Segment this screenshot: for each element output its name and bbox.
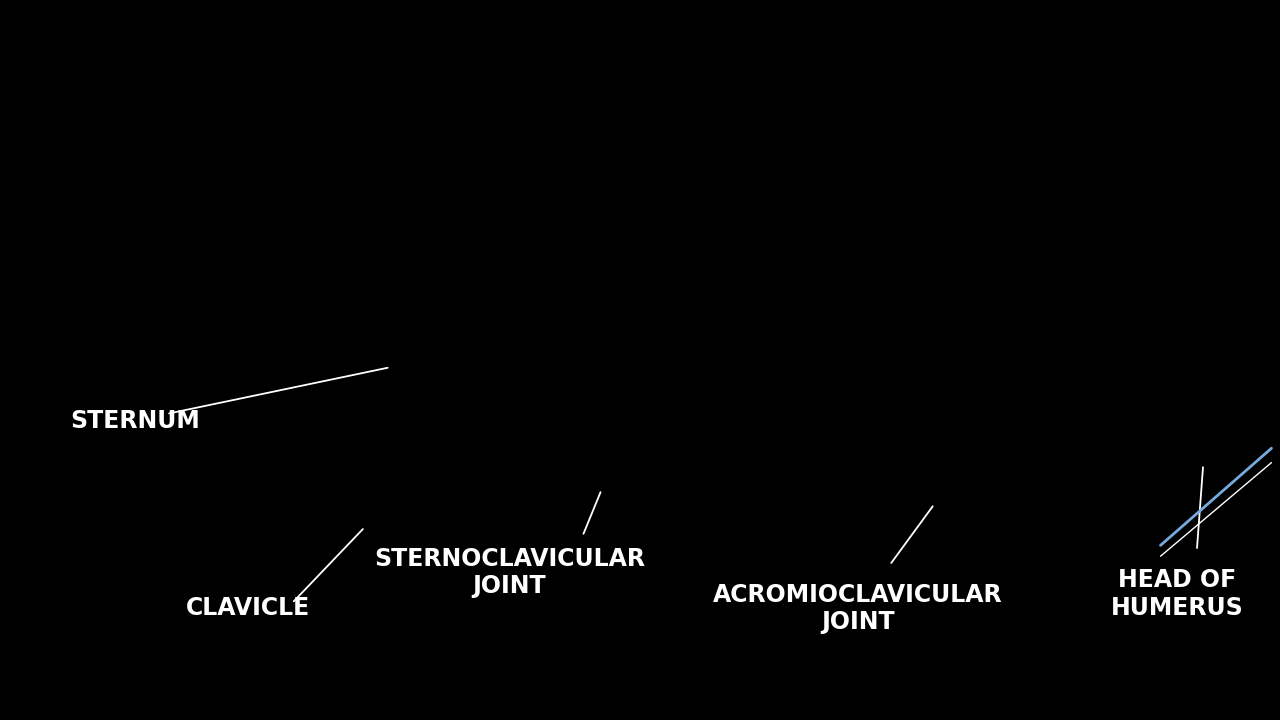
Text: STERNOCLAVICULAR
JOINT: STERNOCLAVICULAR JOINT — [374, 546, 645, 598]
Text: CLAVICLE: CLAVICLE — [186, 596, 310, 621]
Text: HEAD OF
HUMERUS: HEAD OF HUMERUS — [1111, 568, 1244, 620]
Text: STERNUM: STERNUM — [70, 409, 200, 433]
Text: ACROMIOCLAVICULAR
JOINT: ACROMIOCLAVICULAR JOINT — [713, 582, 1002, 634]
